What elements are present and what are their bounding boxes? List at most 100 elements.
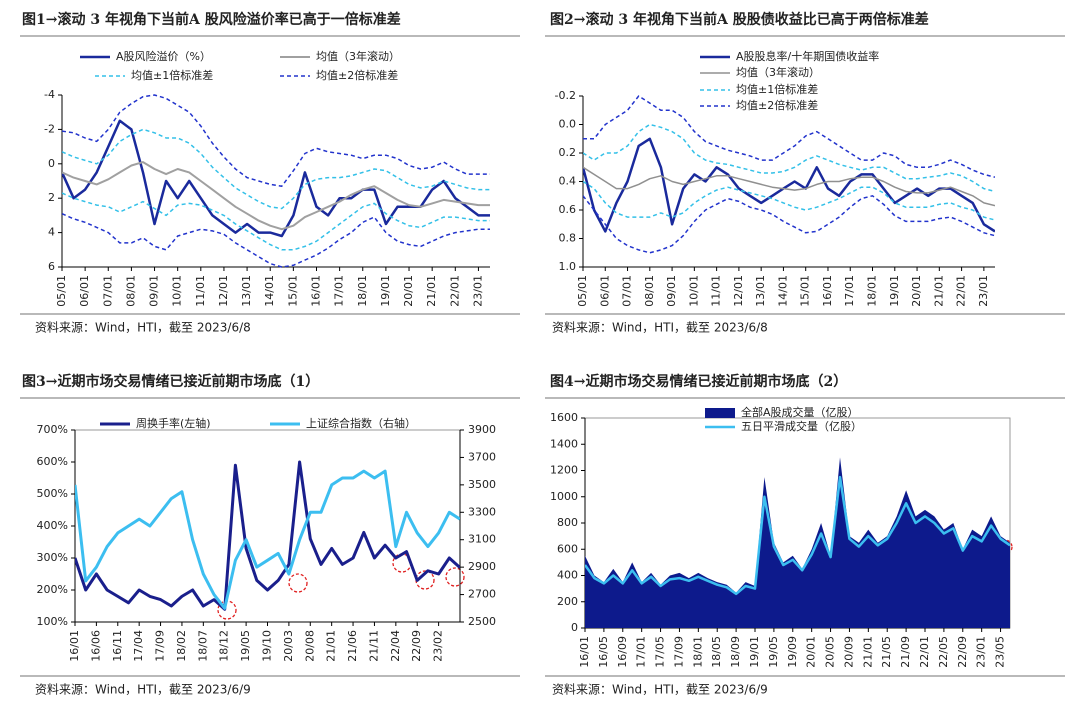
x-tick-label: 16/01 [309,275,322,307]
y-tick-label: 0.8 [559,232,577,245]
line [75,460,460,611]
y-tick-label: 4 [48,226,55,239]
x-tick-label: 23/02 [432,630,445,662]
x-tick-label: 18/07 [196,630,209,662]
band-line [62,128,490,210]
highlight-circle [445,567,465,587]
y-tick-label: 0.4 [559,175,577,188]
y-tick-label: -2 [44,122,55,135]
x-tick-label: 20/08 [303,630,316,662]
x-tick-label: 19/01 [888,275,901,307]
x-tick-label: 19/01 [379,275,392,307]
x-tick-label: 21/09 [899,636,912,668]
x-tick-label: 21/01 [325,630,338,662]
x-tick-label: 17/09 [672,636,685,668]
line [75,469,460,610]
y2-tick-label: 2700 [468,588,496,601]
x-tick-label: 08/01 [643,275,656,307]
x-tick-label: 09/01 [665,275,678,307]
x-tick-label: 17/01 [635,636,648,668]
source-note: 资料来源：Wind，HTI，截至 2023/6/8 [552,321,768,335]
y-tick-label: 0 [571,621,578,634]
y-tick-label: 2 [48,191,55,204]
x-tick-label: 14/01 [263,275,276,307]
x-tick-label: 22/04 [389,630,402,662]
y-tick-label: 1400 [550,437,578,450]
x-tick-label: 21/11 [367,630,380,662]
band-line [62,213,490,268]
chart-title: 图3→近期市场交易情绪已接近前期市场底（1） [22,373,319,390]
x-tick-label: 10/01 [687,275,700,307]
x-tick-label: 21/01 [932,275,945,307]
x-tick-label: 07/01 [621,275,634,307]
y2-tick-label: 3300 [468,505,496,518]
x-tick-label: 19/10 [261,630,274,662]
legend-swatch [705,408,735,418]
highlight-circle [288,573,308,593]
y-tick-label: 1000 [550,490,578,503]
y-tick-label: 300% [37,551,68,564]
x-tick-label: 17/01 [843,275,856,307]
y2-tick-label: 3900 [468,423,496,436]
y2-tick-label: 2900 [468,560,496,573]
source-note: 资料来源：Wind，HTI，截至 2023/6/9 [35,683,251,697]
x-tick-label: 15/01 [286,275,299,307]
x-tick-label: 16/09 [616,636,629,668]
source-note: 资料来源：Wind，HTI，截至 2023/6/8 [35,321,251,335]
x-tick-label: 22/05 [937,636,950,668]
x-tick-label: 15/01 [799,275,812,307]
legend-label: 五日平滑成交量（亿股） [741,419,862,433]
y-tick-label: 600 [557,542,578,555]
y-tick-label: 6 [48,260,55,273]
x-tick-label: 17/04 [132,630,145,662]
x-tick-label: 06/01 [78,275,91,307]
x-tick-label: 19/05 [767,636,780,668]
x-tick-label: 21/01 [861,636,874,668]
x-tick-label: 19/05 [239,630,252,662]
highlight-circle [415,570,435,590]
y-tick-label: 800 [557,516,578,529]
legend-label: 均值±1倍标准差 [131,68,213,82]
x-tick-label: 19/09 [786,636,799,668]
legend-label: 上证综合指数（右轴） [306,416,416,430]
y-tick-label: 0 [48,157,55,170]
x-tick-label: 22/09 [956,636,969,668]
x-tick-label: 20/09 [842,636,855,668]
band-line [62,94,490,187]
y-tick-label: 1600 [550,411,578,424]
x-tick-label: 12/01 [217,275,230,307]
x-tick-label: 20/03 [282,630,295,662]
x-tick-label: 12/01 [732,275,745,307]
y-tick-label: 0.6 [559,203,577,216]
x-tick-label: 09/01 [148,275,161,307]
y-tick-label: -4 [44,88,55,101]
legend-label: 均值±2倍标准差 [316,68,398,82]
y-tick-label: 400% [37,519,68,532]
band-line [583,123,995,193]
x-tick-label: 06/01 [598,275,611,307]
x-tick-label: 14/01 [776,275,789,307]
y2-tick-label: 3100 [468,533,496,546]
x-tick-label: 22/09 [410,630,423,662]
x-tick-label: 07/01 [101,275,114,307]
legend-label: A股风险溢价（%） [116,49,211,63]
x-tick-label: 16/05 [597,636,610,668]
x-tick-label: 21/06 [346,630,359,662]
y-tick-label: 200 [557,595,578,608]
y-tick-label: 100% [37,615,68,628]
y2-tick-label: 3500 [468,478,496,491]
band-line [62,192,490,251]
x-tick-label: 23/01 [471,275,484,307]
x-tick-label: 23/01 [977,275,990,307]
x-tick-label: 18/01 [691,636,704,668]
x-tick-label: 23/01 [975,636,988,668]
legend-label: 均值±2倍标准差 [736,98,818,112]
chart-title: 图1→滚动 3 年视角下当前A 股风险溢价率已高于一倍标准差 [22,11,401,28]
y-tick-label: 200% [37,583,68,596]
x-tick-label: 18/05 [710,636,723,668]
x-tick-label: 21/01 [425,275,438,307]
y-tick-label: 1200 [550,464,578,477]
x-tick-label: 17/09 [154,630,167,662]
band-line [583,95,995,178]
